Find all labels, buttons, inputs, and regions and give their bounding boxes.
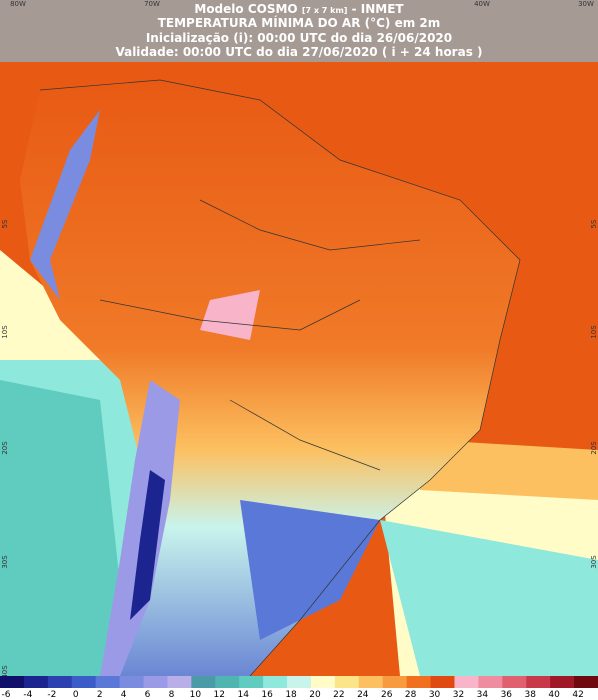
longitude-label: 70W <box>144 0 160 8</box>
model: Modelo COSMO <box>194 2 297 16</box>
colorbar-label: 28 <box>405 690 417 700</box>
colorbar-label: 16 <box>261 690 273 700</box>
colorbar-label: 38 <box>525 690 537 700</box>
latitude-label: 10S <box>1 325 9 339</box>
latitude-label: 30S <box>590 555 598 569</box>
colorbar-label: 18 <box>285 690 297 700</box>
grid-labels: 80W 70W 40W 30W 5S 10S 20S 30S 40S 5S 10S 20S 30S <box>1 0 598 679</box>
colorbar-swatch <box>167 676 192 688</box>
colorbar-label: 36 <box>501 690 513 700</box>
colorbar-label: 20 <box>309 690 321 700</box>
colorbar-swatch <box>334 676 360 688</box>
latitude-label: 20S <box>1 441 9 455</box>
colorbar-swatch <box>263 676 288 688</box>
colorbar-swatch <box>406 676 432 688</box>
colorbar-label: 8 <box>169 690 175 700</box>
colorbar-swatch <box>526 676 551 688</box>
colorbar-label: 30 <box>429 690 441 700</box>
init: Inicialização (i): 00:00 UTC do dia 26/0… <box>146 31 452 45</box>
longitude-label: 40W <box>474 0 490 8</box>
colorbar-label: 42 <box>572 690 583 700</box>
colorbar-label: 24 <box>357 690 369 700</box>
colorbar-swatch <box>0 676 25 688</box>
colorbar-label: -2 <box>47 690 56 700</box>
colorbar-label: 4 <box>121 690 127 700</box>
valid: Validade: 00:00 UTC do dia 27/06/2020 ( … <box>115 45 482 59</box>
atlantic-mid <box>420 440 598 500</box>
colorbar-label: -4 <box>23 690 32 700</box>
colorbar-label: 32 <box>453 690 464 700</box>
colorbar-swatch <box>287 676 312 688</box>
latitude-label: 30S <box>1 555 9 569</box>
map-area <box>0 0 598 677</box>
pacific-far <box>0 380 130 676</box>
colorbar-label: 22 <box>333 690 344 700</box>
colorbar-swatch <box>310 676 336 688</box>
andes-north <box>30 110 100 300</box>
south-plains <box>240 500 380 640</box>
colorbar-swatch <box>95 676 121 688</box>
colorbar-label: 34 <box>477 690 489 700</box>
colorbar-swatch <box>215 676 240 688</box>
latitude-label: 40S <box>1 665 9 679</box>
colorbar-swatch <box>478 676 503 688</box>
resolution: [7 x 7 km] <box>302 6 348 15</box>
header-band <box>0 0 598 62</box>
latitude-label: 10S <box>590 325 598 339</box>
colorbar-label: 40 <box>548 690 560 700</box>
colorbar: -6 -4 -2 0 2 4 6 8 10 12 14 16 18 20 22 24 26 28 30 32 34 36 3… <box>0 676 598 700</box>
colorbar-swatch <box>143 676 168 688</box>
colorbar-label: 0 <box>73 690 79 700</box>
colorbar-label: 2 <box>97 690 103 700</box>
colorbar-swatch <box>191 676 216 688</box>
header-line-1: Modelo COSMO [7 x 7 km] - INMET <box>194 2 404 16</box>
latitude-label: 5S <box>590 219 598 228</box>
colorbar-swatch <box>47 676 73 688</box>
andes-south <box>100 380 180 676</box>
colorbar-swatch <box>430 676 455 688</box>
colorbar-swatch <box>574 676 598 688</box>
colorbar-swatch <box>23 676 49 688</box>
colorbar-swatch <box>358 676 384 688</box>
colorbar-swatch <box>454 676 479 688</box>
colorbar-label: 10 <box>190 690 202 700</box>
warm-spot <box>200 290 260 340</box>
longitude-label: 30W <box>578 0 594 8</box>
colorbar-swatch <box>71 676 97 688</box>
colorbar-swatch <box>119 676 145 688</box>
colorbar-swatch <box>239 676 264 688</box>
colorbar-swatch <box>550 676 575 688</box>
colorbar-label: -6 <box>2 690 11 700</box>
colorbar-swatch <box>502 676 527 688</box>
andes-cold <box>130 470 165 620</box>
colorbar-label: 14 <box>237 690 249 700</box>
colorbar-label: 6 <box>145 690 151 700</box>
country-borders <box>39 79 521 677</box>
title: TEMPERATURA MÍNIMA DO AR (°C) em 2m <box>158 15 441 30</box>
latitude-label: 20S <box>590 441 598 455</box>
colorbar-label: 12 <box>214 690 225 700</box>
atlantic-far <box>380 520 598 676</box>
colorbar-label: 26 <box>381 690 393 700</box>
colorbar-swatch <box>382 676 408 688</box>
source: - INMET <box>352 2 405 16</box>
latitude-label: 5S <box>1 219 9 228</box>
longitude-label: 80W <box>10 0 26 8</box>
